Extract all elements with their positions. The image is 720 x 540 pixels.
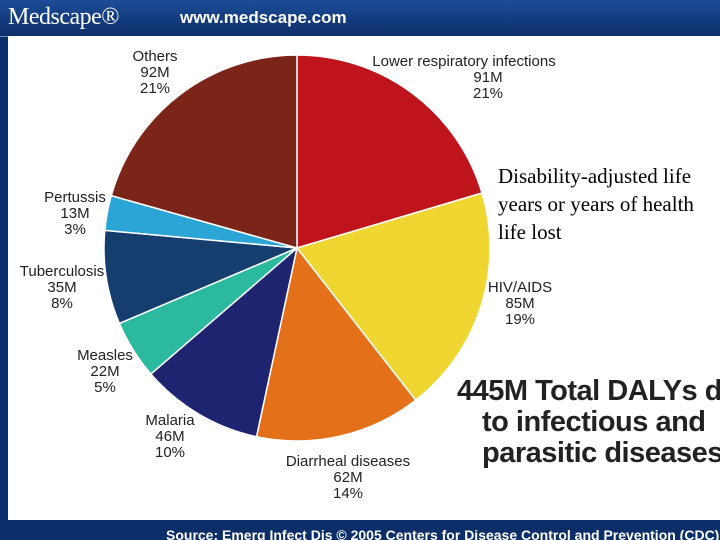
slice-percent-6: 3% xyxy=(64,221,86,238)
slice-value-3: 46M xyxy=(155,428,184,445)
slice-value-1: 85M xyxy=(505,295,534,312)
slice-percent-0: 21% xyxy=(473,85,503,102)
slice-label-1: HIV/AIDS xyxy=(488,279,552,296)
slice-value-7: 92M xyxy=(140,64,169,81)
pie-slice-hiv-aids xyxy=(295,192,491,402)
medscape-logo[interactable]: Medscape® xyxy=(8,4,120,30)
pie-slice-malaria xyxy=(149,245,299,438)
slice-value-5: 35M xyxy=(47,279,76,296)
pie-slice-others xyxy=(110,54,298,249)
slice-value-6: 13M xyxy=(60,205,89,222)
footer-bar: Source: Emerg Infect Dis © 2005 Centers … xyxy=(0,520,720,540)
slice-label-2: Diarrheal diseases xyxy=(286,453,410,470)
chart-title-line-3: parasitic diseases xyxy=(482,437,720,469)
slice-label-4: Measles xyxy=(77,347,133,364)
slice-percent-5: 8% xyxy=(51,295,73,312)
slice-label-7: Others xyxy=(132,48,177,65)
header-bar: Medscape® www.medscape.com xyxy=(0,0,720,37)
slice-percent-1: 19% xyxy=(505,311,535,328)
slice-value-0: 91M xyxy=(473,69,502,86)
site-url[interactable]: www.medscape.com xyxy=(180,8,347,27)
slice-label-0: Lower respiratory infections xyxy=(372,53,555,70)
slice-label-5: Tuberculosis xyxy=(20,263,104,280)
slice-label-6: Pertussis xyxy=(44,189,106,206)
slice-percent-7: 21% xyxy=(140,80,170,97)
pie-slice-diarrheal-diseases xyxy=(255,246,417,442)
chart-title: 445M Total DALYs due to infectious and p… xyxy=(457,375,720,469)
source-citation: Source: Emerg Infect Dis © 2005 Centers … xyxy=(166,527,720,540)
chart-title-line-1: 445M Total DALYs due xyxy=(457,375,720,407)
slice-value-4: 22M xyxy=(90,363,119,380)
slice-value-2: 62M xyxy=(333,469,362,486)
slice-percent-2: 14% xyxy=(333,485,363,502)
pie-slice-lower-respiratory-infections xyxy=(296,54,483,250)
slice-label-3: Malaria xyxy=(145,412,195,429)
chart-title-line-2: to infectious and xyxy=(482,406,706,438)
slice-percent-3: 10% xyxy=(155,444,185,461)
slice-percent-4: 5% xyxy=(94,379,116,396)
dalys-definition-note: Disability-adjusted life years or years … xyxy=(498,162,713,246)
pie-slice-tuberculosis xyxy=(103,229,298,325)
